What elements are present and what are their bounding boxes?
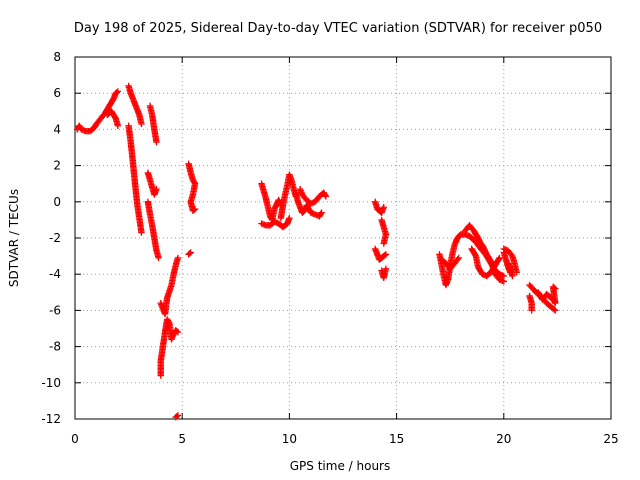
data-point	[174, 328, 182, 336]
data-point	[173, 328, 181, 335]
data-point	[317, 210, 325, 218]
data-point	[191, 205, 199, 213]
data-point	[114, 122, 122, 129]
data-point	[528, 307, 535, 314]
y-tick-label: -12	[41, 412, 61, 426]
data-points	[73, 82, 559, 421]
data-point	[552, 285, 559, 292]
data-point	[321, 191, 329, 199]
x-tick-label: 20	[496, 432, 511, 446]
x-axis-label: GPS time / hours	[290, 459, 391, 473]
y-tick-label: -2	[49, 231, 61, 245]
data-point	[382, 265, 390, 272]
y-tick-labels: -12 -10 -8 -6 -4 -2 0 2 4 6 8	[41, 50, 61, 426]
x-tick-label: 0	[71, 432, 79, 446]
data-point	[382, 251, 390, 258]
grid	[75, 57, 611, 419]
data-point	[174, 412, 182, 419]
data-point	[454, 256, 461, 263]
chart-title: Day 198 of 2025, Sidereal Day-to-day VTE…	[74, 21, 602, 36]
data-point	[380, 204, 387, 211]
x-tick-labels: 0 5 10 15 20 25	[71, 432, 618, 446]
data-point	[552, 307, 559, 314]
axis-ticks	[74, 56, 612, 420]
data-point	[507, 269, 514, 276]
data-point	[155, 254, 162, 262]
data-point	[173, 413, 181, 420]
data-point	[318, 209, 325, 216]
data-point	[286, 214, 293, 222]
data-point	[174, 254, 182, 262]
data-point	[496, 254, 503, 262]
x-tick-label: 15	[389, 432, 404, 446]
y-axis-label: SDTVAR / TECUs	[7, 189, 21, 287]
y-tick-label: 4	[53, 122, 61, 136]
data-point	[153, 138, 160, 146]
data-point	[495, 255, 502, 263]
data-point	[113, 89, 121, 96]
data-point	[114, 88, 122, 95]
data-point	[550, 284, 558, 291]
x-tick-label: 25	[603, 432, 618, 446]
x-tick-label: 10	[282, 432, 297, 446]
data-point	[455, 254, 462, 262]
data-point	[138, 120, 145, 128]
y-tick-label: -10	[41, 376, 61, 390]
data-point	[322, 193, 330, 200]
y-tick-label: -8	[49, 340, 61, 354]
y-tick-label: 6	[53, 86, 61, 100]
y-tick-label: -4	[49, 267, 61, 281]
data-point	[500, 272, 507, 280]
data-point	[153, 185, 160, 193]
y-tick-label: 2	[53, 159, 61, 173]
x-tick-label: 5	[178, 432, 186, 446]
data-point	[186, 250, 193, 257]
y-tick-label: 8	[53, 50, 61, 64]
data-point	[190, 206, 198, 214]
data-point	[509, 272, 516, 280]
data-point	[513, 269, 520, 276]
data-point	[550, 306, 558, 313]
y-tick-label: 0	[53, 195, 61, 209]
data-point	[500, 278, 507, 285]
data-point	[187, 249, 194, 256]
data-point	[380, 240, 387, 247]
data-point	[381, 251, 389, 259]
data-point	[138, 229, 145, 236]
y-tick-label: -6	[49, 303, 61, 317]
